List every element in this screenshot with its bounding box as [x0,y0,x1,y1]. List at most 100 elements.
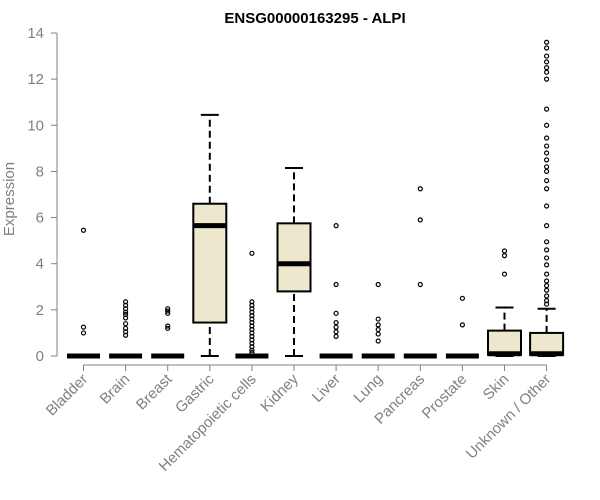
outlier-point [543,255,550,261]
outlier-point [375,326,381,333]
outlier-point [333,333,339,339]
chart-title: ENSG00000163295 - ALPI [224,10,405,27]
outlier-point [501,271,508,277]
box-iqr [192,202,228,324]
outlier-point [375,338,381,344]
box-gastric [192,113,228,357]
outlier-point [333,324,339,330]
outlier-point [543,278,550,284]
outlier-point [459,295,465,301]
y-tick-label: 10 [27,117,44,134]
x-tick-label: Brain [97,371,134,408]
y-axis: 0 2 4 6 8 10 12 14 [27,25,58,365]
outlier-point [333,310,339,316]
box-unknown-other [529,39,565,357]
box-hematopoietic-cells [235,250,269,359]
outlier-point [543,69,550,75]
x-tick-label: Bladder [43,371,92,420]
outlier-point [80,227,87,233]
outlier-point [165,325,171,331]
outlier-point [333,319,339,326]
y-tick-label: 0 [36,348,44,365]
outlier-point [543,239,550,245]
box-breast [151,306,185,359]
outlier-point [501,248,508,254]
outlier-point [165,308,171,314]
outlier-point [543,164,550,170]
outlier-point [543,135,550,141]
outlier-point [122,321,129,327]
outlier-point [249,347,255,353]
x-tick-label: Kidney [257,370,302,415]
outlier-point [375,316,381,322]
outlier-point [543,168,550,175]
outlier-point [543,283,550,289]
outlier-point [543,203,550,209]
outlier-point [543,59,550,65]
box-iqr [276,222,312,293]
box-kidney [276,166,312,357]
outlier-point [165,323,171,329]
y-tick-label: 14 [27,25,44,42]
x-tick-label: Prostate [419,371,471,423]
outlier-point [543,122,550,128]
y-tick-label: 2 [36,302,44,319]
outlier-point [417,186,423,192]
y-tick-label: 8 [36,163,44,180]
outlier-point [543,76,550,82]
outlier-point [543,186,550,192]
outlier-point [333,281,339,288]
outlier-point [543,293,550,299]
outlier-point [543,262,550,268]
outlier-point [543,143,550,149]
box-bladder [67,227,100,359]
outlier-point [417,281,423,288]
outlier-point [80,324,87,330]
outlier-point [375,322,381,328]
box-skin [487,248,522,357]
outlier-point [249,349,255,356]
box-iqr [487,329,522,356]
box-series [67,39,565,359]
outlier-point [165,310,171,316]
outlier-point [375,331,381,337]
outlier-point [543,301,550,307]
outlier-point [543,157,550,163]
x-tick-label: Breast [133,370,176,413]
outlier-point [543,53,550,59]
y-tick-label: 4 [36,256,44,273]
x-tick-label: Skin [480,371,513,404]
y-tick-label: 6 [36,210,44,227]
outlier-point [543,150,550,156]
outlier-point [543,271,550,277]
outlier-point [543,106,550,112]
outlier-point [122,309,129,315]
y-tick-label: 12 [27,71,44,88]
outlier-point [375,281,381,288]
x-tick-label: Lung [350,371,386,407]
x-tick-label: Liver [309,371,344,406]
outlier-point [543,39,550,45]
outlier-point [122,332,129,338]
box-brain [109,299,143,359]
box-prostate [445,295,479,359]
box-lung [361,281,395,359]
y-axis-label: Expression [1,162,18,236]
outlier-point [543,287,550,293]
outlier-point [80,330,87,336]
outlier-point [165,306,171,312]
outlier-point [122,315,129,321]
outlier-point [543,65,550,71]
outlier-point [333,329,339,335]
outlier-point [333,223,339,229]
outlier-point [543,45,550,51]
outlier-point [501,253,508,259]
outlier-point [543,178,550,184]
outlier-point [543,247,550,253]
outlier-point [417,217,423,223]
box-pancreas [403,186,437,359]
outlier-point [543,223,550,229]
outlier-point [249,250,255,256]
